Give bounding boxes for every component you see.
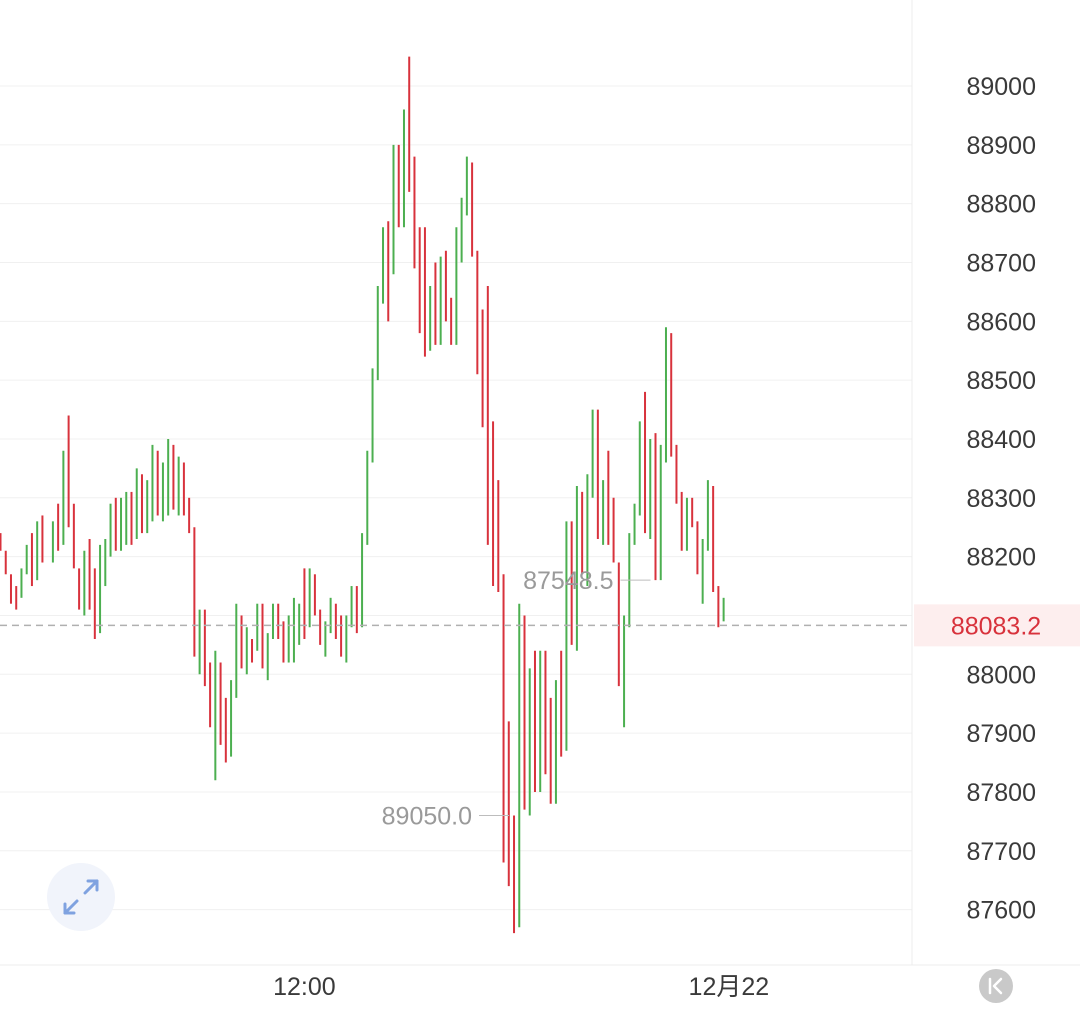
y-tick-label: 88200 <box>966 544 1036 572</box>
current-price-badge <box>914 604 1080 647</box>
high-low-labels: 89050.0 87548.5 <box>382 567 651 830</box>
current-price-label: 88083.2 <box>951 612 1041 640</box>
scroll-to-latest-button[interactable] <box>979 969 1013 1003</box>
y-tick-label: 87900 <box>966 720 1036 748</box>
x-tick-label: 12月22 <box>689 973 770 1001</box>
y-axis-ticks: 87600 87700 87800 87900 88000 88200 88300 88400… <box>966 73 1036 925</box>
y-tick-label: 88500 <box>966 367 1036 395</box>
y-tick-label: 87700 <box>966 838 1036 866</box>
y-tick-label: 87800 <box>966 779 1036 807</box>
x-axis-ticks: 12:00 12月22 <box>273 973 769 1001</box>
expand-button[interactable] <box>47 863 115 931</box>
current-price-indicator: 88083.2 <box>0 604 1080 647</box>
y-tick-label: 88700 <box>966 249 1036 277</box>
y-tick-label: 88800 <box>966 191 1036 219</box>
max-price-label: 89050.0 <box>382 802 472 830</box>
y-tick-label: 88600 <box>966 308 1036 336</box>
expand-button-bg <box>47 863 115 931</box>
y-tick-label: 88900 <box>966 132 1036 160</box>
y-tick-label: 87600 <box>966 897 1036 925</box>
expand-arrows-icon <box>63 879 99 915</box>
y-tick-label: 89000 <box>966 73 1036 101</box>
scroll-button-bg <box>979 969 1013 1003</box>
y-tick-label: 88400 <box>966 426 1036 454</box>
candles-group <box>0 56 725 934</box>
scroll-to-latest-icon <box>988 977 1003 995</box>
y-tick-label: 88000 <box>966 661 1036 689</box>
x-tick-label: 12:00 <box>273 973 336 1001</box>
min-price-label: 87548.5 <box>523 567 613 595</box>
y-tick-label: 88300 <box>966 485 1036 513</box>
